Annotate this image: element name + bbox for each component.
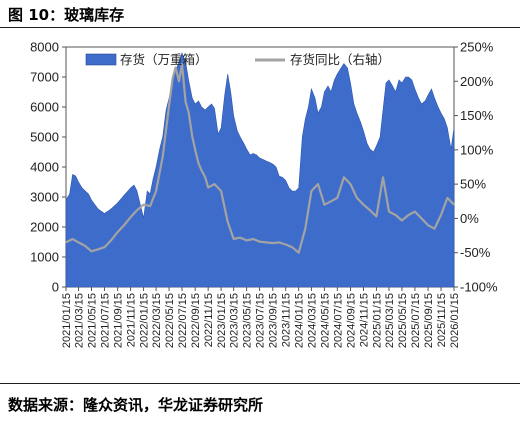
x-axis-tick-label: 2023/03/15 [229,293,241,348]
source-note: 数据来源：隆众资讯，华龙证券研究所 [8,396,264,414]
x-axis-tick-label: 2022/03/15 [151,293,163,348]
x-axis-tick-label: 2022/11/15 [203,293,215,347]
x-axis-tick-label: 2024/05/15 [319,293,331,348]
x-axis-tick-label: 2021/09/15 [113,293,125,348]
x-axis-tick-label: 2021/05/15 [87,293,99,348]
x-axis-tick-label: 2024/11/15 [359,293,371,347]
x-axis-tick-label: 2025/11/15 [436,293,448,347]
x-axis-tick-label: 2022/05/15 [164,293,176,348]
left-axis-tick-label: 0 [52,280,59,295]
legend-label-inventory: 存货（万重箱） [120,52,208,67]
x-axis-tick-label: 2023/09/15 [268,293,280,348]
x-axis-tick-label: 2024/09/15 [346,293,358,348]
x-axis-tick-label: 2025/03/15 [384,293,396,348]
legend-label-yoy: 存货同比（右轴） [290,52,390,67]
bottom-rule [0,383,520,384]
x-axis-tick-label: 2025/01/15 [371,293,383,348]
x-axis-tick-label: 2023/05/15 [242,293,254,348]
x-axis-tick-label: 2023/01/15 [216,293,228,348]
right-axis-tick-label: 150% [460,108,494,123]
right-axis-tick-label: -100% [460,280,498,295]
right-axis-tick-label: -50% [460,245,491,260]
left-axis-tick-label: 3000 [30,190,59,205]
right-axis-tick-label: 100% [460,142,494,157]
legend-swatch-inventory [85,53,117,66]
x-axis-tick-label: 2024/01/15 [294,293,306,348]
left-axis-tick-label: 8000 [30,40,59,55]
legend: 存货（万重箱） 存货同比（右轴） [85,52,390,67]
yoy-line [65,62,455,254]
top-rule [0,27,520,28]
right-axis: 250% 200% 150% 100% 50% 0% -50% -100% [454,40,498,295]
figure-title: 图 10：玻璃库存 [8,6,125,24]
right-axis-tick-label: 250% [460,40,494,55]
x-axis-tick-label: 2025/09/15 [423,293,435,348]
x-axis-tick-label: 2024/07/15 [332,293,344,348]
inventory-area [65,52,455,288]
x-axis-tick-label: 2021/07/15 [100,293,112,348]
left-axis-tick-label: 4000 [30,160,59,175]
x-axis-tick-label: 2021/11/15 [126,293,138,347]
x-axis-tick-label: 2026/01/15 [449,293,461,348]
x-axis-tick-label: 2022/09/15 [190,293,202,348]
x-axis-tick-label: 2023/11/15 [281,293,293,347]
chart: 0 1000 2000 3000 4000 5000 6000 7000 8000 250% 20… [30,40,498,349]
left-axis-tick-label: 7000 [30,70,59,85]
right-axis-tick-label: 50% [460,177,486,192]
x-axis-tick-label: 2024/03/15 [306,293,318,348]
left-axis-tick-label: 2000 [30,220,59,235]
x-axis-tick-label: 2025/07/15 [410,293,422,348]
x-axis-tick-label: 2021/01/15 [61,293,73,348]
left-axis-tick-label: 5000 [30,130,59,145]
x-axis-tick-label: 2021/03/15 [74,293,86,348]
left-axis-tick-label: 1000 [30,250,59,265]
x-axis-tick-label: 2023/07/15 [255,293,267,348]
yoy-line-layer [65,62,455,254]
x-axis: 2021/01/15 2021/03/15 2021/05/15 2021/07/15… [61,287,461,348]
inventory-area-layer [65,52,455,288]
x-axis-tick-label: 2025/05/15 [397,293,409,348]
right-axis-tick-label: 200% [460,74,494,89]
left-axis-tick-label: 6000 [30,100,59,115]
right-axis-tick-label: 0% [460,211,479,226]
x-axis-tick-label: 2022/07/15 [177,293,189,348]
left-axis: 0 1000 2000 3000 4000 5000 6000 7000 8000 [30,40,66,295]
x-axis-tick-label: 2022/01/15 [139,293,151,348]
